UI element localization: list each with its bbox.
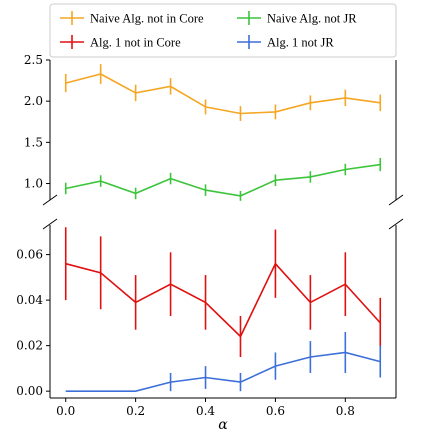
upper-series-line-0 (65, 73, 381, 115)
break-mark-right-bottom (388, 218, 404, 230)
upper-series-line-1 (65, 163, 381, 197)
break-mark-left-bottom (42, 218, 58, 230)
lower-y-tick-label-2: 0.04 (16, 293, 43, 307)
upper-y-tick-label-3: 2.5 (24, 53, 43, 67)
x-ticks: 0.0 0.2 0.4 0.6 0.8 (56, 398, 355, 418)
upper-y-tick-label-2: 2.0 (24, 94, 43, 108)
x-tick-label-4: 0.8 (336, 404, 355, 418)
upper-y-ticks: 1.0 1.5 2.0 2.5 (24, 53, 50, 191)
lower-y-tick-label-1: 0.02 (16, 339, 43, 353)
lower-series (64, 227, 382, 393)
break-mark-right-top (388, 194, 404, 206)
x-tick-label-2: 0.4 (196, 404, 215, 418)
upper-series (64, 64, 382, 201)
legend-label-2: Naive Alg. not JR (267, 12, 357, 26)
lower-panel: 0.00 0.02 0.04 0.06 0.0 0.2 0.4 0.6 0.8 (16, 225, 397, 418)
legend-frame (49, 3, 397, 58)
legend-label-3: Alg. 1 not JR (267, 36, 334, 50)
legend-label-1: Alg. 1 not in Core (90, 36, 181, 50)
upper-y-tick-label-0: 1.0 (24, 177, 43, 191)
x-tick-label-0: 0.0 (56, 404, 75, 418)
x-tick-label-3: 0.6 (266, 404, 285, 418)
legend: Naive Alg. not in Core Alg. 1 not in Core… (49, 3, 397, 58)
legend-label-0: Naive Alg. not in Core (90, 12, 204, 26)
upper-y-tick-label-1: 1.5 (24, 135, 43, 149)
lower-y-tick-label-3: 0.06 (16, 248, 43, 262)
legend-items: Naive Alg. not in Core Alg. 1 not in Core… (60, 11, 357, 50)
lower-y-tick-label-0: 0.00 (16, 384, 43, 398)
break-mark-left-top (42, 194, 58, 206)
lower-y-ticks: 0.00 0.02 0.04 0.06 (16, 248, 50, 398)
x-tick-label-1: 0.2 (126, 404, 145, 418)
lower-series-line-1 (65, 351, 381, 393)
axis-break-marks (42, 194, 404, 230)
x-axis-label: α (218, 417, 228, 433)
lower-series-line-0 (65, 262, 381, 338)
upper-panel: 1.0 1.5 2.0 2.5 (24, 53, 397, 201)
